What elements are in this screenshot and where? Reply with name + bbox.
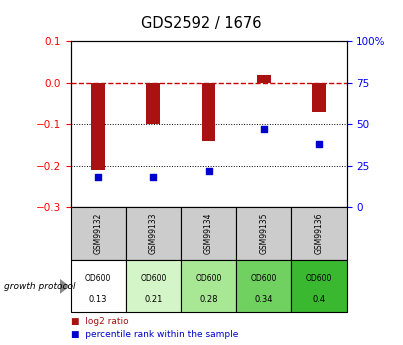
Bar xyxy=(312,83,326,112)
Text: 0.4: 0.4 xyxy=(312,295,326,304)
Text: 0.13: 0.13 xyxy=(89,295,107,304)
Bar xyxy=(257,75,271,83)
Bar xyxy=(202,83,216,141)
Point xyxy=(95,175,102,180)
Text: 0.21: 0.21 xyxy=(144,295,162,304)
Text: OD600: OD600 xyxy=(85,274,111,283)
Polygon shape xyxy=(60,279,69,293)
Text: OD600: OD600 xyxy=(251,274,277,283)
Text: GSM99135: GSM99135 xyxy=(259,213,268,255)
Text: 0.34: 0.34 xyxy=(255,295,273,304)
Text: ■  percentile rank within the sample: ■ percentile rank within the sample xyxy=(71,330,238,339)
Point xyxy=(150,175,156,180)
Text: GSM99134: GSM99134 xyxy=(204,213,213,255)
Bar xyxy=(91,83,105,170)
Text: GSM99136: GSM99136 xyxy=(314,213,324,255)
Point xyxy=(316,141,322,147)
Text: growth protocol: growth protocol xyxy=(4,282,75,291)
Text: 0.28: 0.28 xyxy=(199,295,218,304)
Text: GDS2592 / 1676: GDS2592 / 1676 xyxy=(141,16,262,31)
Text: GSM99133: GSM99133 xyxy=(149,213,158,255)
Text: OD600: OD600 xyxy=(195,274,222,283)
Point xyxy=(261,126,267,132)
Text: GSM99132: GSM99132 xyxy=(93,213,103,254)
Bar xyxy=(146,83,160,124)
Text: OD600: OD600 xyxy=(140,274,166,283)
Point xyxy=(206,168,212,173)
Text: ■  log2 ratio: ■ log2 ratio xyxy=(71,317,128,326)
Text: OD600: OD600 xyxy=(306,274,332,283)
